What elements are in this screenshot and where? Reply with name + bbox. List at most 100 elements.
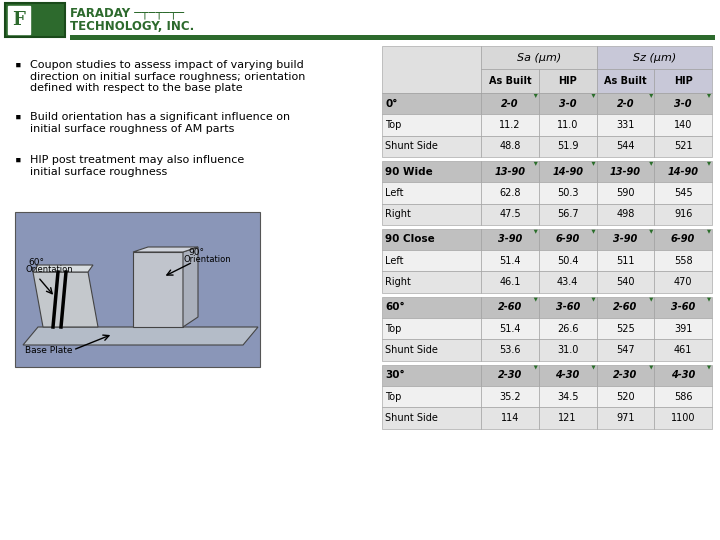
Bar [654,161,712,182]
Polygon shape [649,230,653,234]
Polygon shape [592,162,595,166]
Bar [382,114,481,136]
Bar [70,35,715,40]
Text: 461: 461 [674,345,693,355]
Text: 2-0: 2-0 [616,99,634,109]
Text: 498: 498 [616,209,634,219]
Polygon shape [33,272,98,327]
Bar [481,204,539,225]
Bar [539,339,596,361]
Bar [596,93,654,114]
Bar [539,386,596,407]
Bar [654,182,712,204]
Text: 545: 545 [674,188,693,198]
Text: Left: Left [385,188,403,198]
Text: 114: 114 [500,413,519,423]
Text: Shunt Side: Shunt Side [385,345,438,355]
Text: ▪: ▪ [15,155,22,165]
Bar [539,204,596,225]
Bar [654,364,712,386]
Text: Sa (μm): Sa (μm) [517,53,561,63]
Bar [539,318,596,339]
Bar [596,407,654,429]
Text: 34.5: 34.5 [557,392,578,402]
Text: 3-60: 3-60 [671,302,696,312]
Text: 43.4: 43.4 [557,277,578,287]
Bar [596,161,654,182]
Bar [382,229,481,250]
Bar [481,407,539,429]
Text: 2-0: 2-0 [501,99,518,109]
Bar [481,296,539,318]
Bar [654,229,712,250]
Bar [8,6,30,34]
Bar [382,182,481,204]
Text: Top: Top [385,120,401,130]
Text: 4-30: 4-30 [556,370,580,380]
Text: 14-90: 14-90 [552,166,583,177]
Bar [654,386,712,407]
Bar [539,161,596,182]
Bar [654,136,712,157]
Bar [382,339,481,361]
Text: 916: 916 [674,209,693,219]
Text: 51.4: 51.4 [499,323,521,334]
Text: 971: 971 [616,413,634,423]
Text: 3-0: 3-0 [675,99,692,109]
Polygon shape [649,366,653,369]
Text: 13-90: 13-90 [610,166,641,177]
Bar [481,339,539,361]
Bar [596,339,654,361]
Text: 331: 331 [616,120,634,130]
Text: HIP: HIP [558,76,577,86]
Text: 590: 590 [616,188,634,198]
Text: HIP: HIP [674,76,693,86]
Bar [654,272,712,293]
Bar [481,70,539,93]
Bar [481,136,539,157]
Polygon shape [534,230,538,234]
Bar [382,136,481,157]
Text: 2-60: 2-60 [613,302,637,312]
Bar [481,93,539,114]
Text: 2-30: 2-30 [613,370,637,380]
Bar [0,0,720,38]
Text: 60°: 60° [28,258,44,267]
Bar [596,114,654,136]
Bar [654,318,712,339]
Text: 47.5: 47.5 [499,209,521,219]
Text: 90 Close: 90 Close [385,234,435,245]
Text: 544: 544 [616,141,634,151]
Text: 48.8: 48.8 [499,141,521,151]
Text: 586: 586 [674,392,693,402]
Text: 31.0: 31.0 [557,345,578,355]
Bar [5,3,65,37]
Polygon shape [534,298,538,302]
Text: Top: Top [385,392,401,402]
Polygon shape [707,298,711,302]
Polygon shape [23,327,258,345]
Polygon shape [592,94,595,98]
Bar [481,386,539,407]
Text: 51.9: 51.9 [557,141,578,151]
Bar [382,93,481,114]
Bar [654,250,712,272]
Text: 3-90: 3-90 [613,234,637,245]
Bar [382,46,481,93]
Text: 56.7: 56.7 [557,209,578,219]
Bar [481,229,539,250]
Text: 2-60: 2-60 [498,302,522,312]
Bar [596,272,654,293]
Bar [596,250,654,272]
Text: Orientation: Orientation [183,255,230,264]
Polygon shape [183,247,198,327]
Polygon shape [707,230,711,234]
Bar [382,296,481,318]
Text: 50.4: 50.4 [557,256,578,266]
Bar [596,204,654,225]
Bar [382,364,481,386]
Text: 11.0: 11.0 [557,120,578,130]
Bar [539,296,596,318]
Text: Base Plate: Base Plate [25,346,73,355]
Bar [481,272,539,293]
